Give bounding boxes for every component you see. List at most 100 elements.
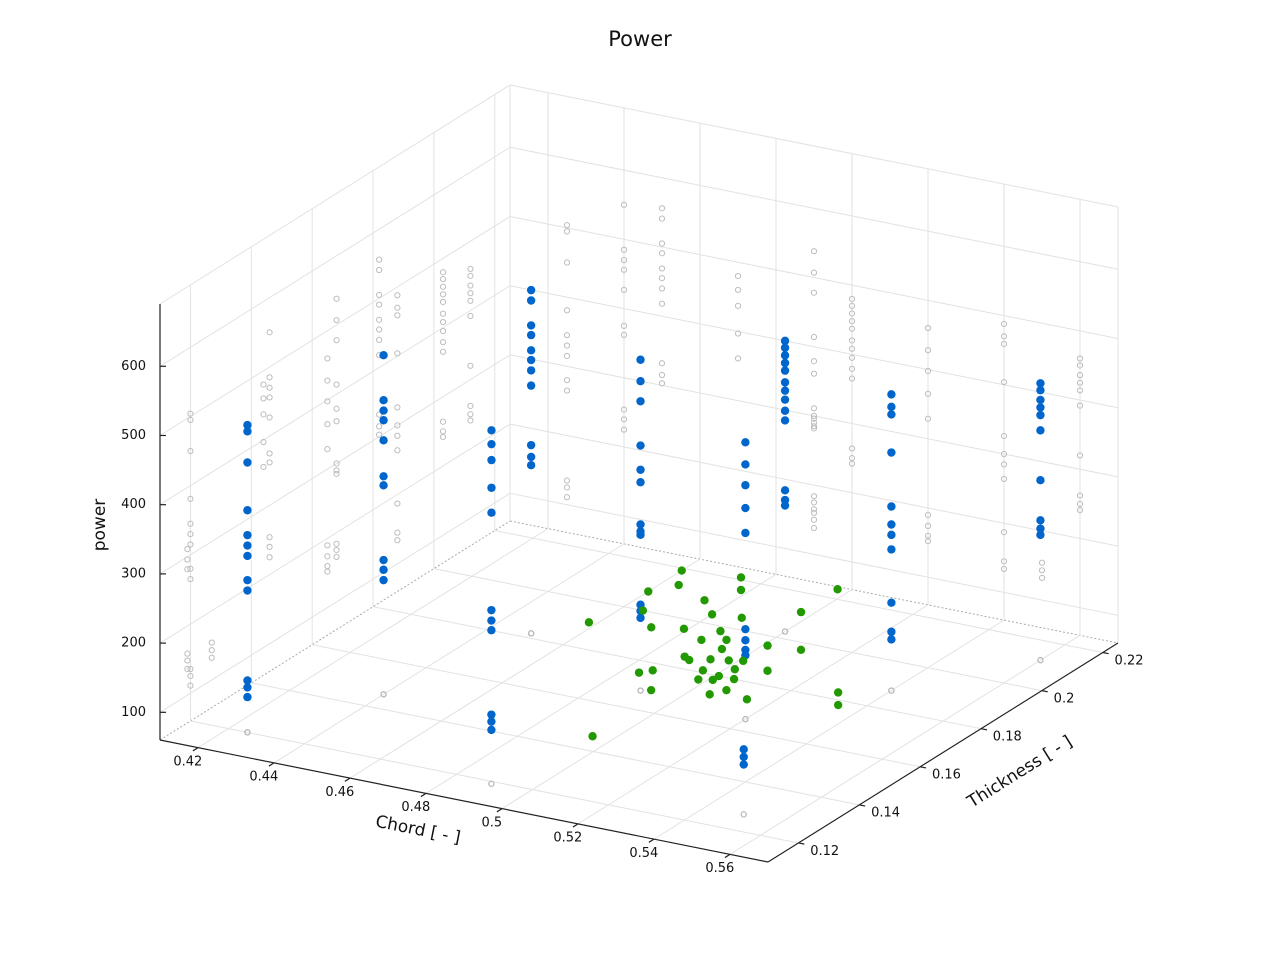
projection-point [324,542,331,549]
projection-point [810,419,818,426]
projection-point [620,286,628,293]
grid-line [349,558,701,779]
y-tick-label: 0.18 [993,730,1022,745]
grid-line [425,573,777,794]
grid-line [494,530,1103,654]
projection-point [620,322,628,329]
projection-point [394,432,401,439]
point [487,710,496,719]
projection-point [266,534,273,541]
point [243,692,252,702]
projection-point [658,300,666,307]
projection-point [376,423,383,430]
point [243,420,252,430]
projection-point [810,423,818,430]
projection-point [394,500,401,507]
point [379,565,388,574]
projection-point [184,665,191,672]
point [243,683,252,692]
point [887,448,896,457]
projection-point [324,553,331,560]
projection-point [439,318,447,326]
point [741,636,750,645]
point [698,666,708,675]
projection-point [848,345,856,352]
x-tick [572,823,579,828]
y-tick [1041,690,1048,693]
point [1036,403,1045,412]
point [722,685,731,695]
point [705,690,714,699]
x-tick [192,747,199,752]
projection-point [924,367,932,375]
point [796,607,806,617]
projection-point [620,416,628,423]
projection-point [488,780,495,787]
projection-point [376,301,383,308]
grid-line [509,216,1119,339]
z-tick-label: 100 [121,705,146,720]
z-axis-label: power [90,499,110,552]
point [739,745,748,754]
point [780,336,790,346]
point [526,461,536,470]
x-tick [344,777,351,782]
point [722,635,731,645]
projection-point [376,326,383,333]
projection-point [810,509,818,516]
point [741,460,750,469]
projection-point [376,431,383,438]
projection-point [1038,567,1046,574]
projection-point [333,470,340,477]
point [487,455,496,465]
projection-point [187,530,194,538]
point [243,530,252,540]
projection-point [1076,500,1084,507]
z-tick-label: 300 [121,566,146,581]
grid-line [273,543,625,764]
projection-point [394,537,401,544]
projection-point [467,312,474,320]
projection-point [810,289,818,296]
projection-point [563,342,571,349]
point [741,528,750,538]
point [634,668,644,677]
point [677,566,686,575]
projection-point [810,358,818,365]
point [1036,379,1045,388]
point [487,626,496,635]
point [584,618,594,627]
wall-edge [159,84,511,305]
projection-point [637,687,644,694]
grid-line [190,720,799,844]
projection-point [467,411,474,418]
projection-point [187,565,194,572]
x-tick [724,853,731,859]
point [526,452,536,462]
points [243,285,1045,769]
projection-point [260,411,267,418]
projection-point [924,511,932,519]
projection-point [394,422,401,429]
projection-point [620,426,628,433]
projection-point [810,499,818,506]
point [243,427,252,436]
y-tick [920,766,927,769]
point [887,635,896,644]
projection-point [810,412,818,420]
projection-point [266,384,273,391]
point [379,351,388,360]
projection-point [266,459,273,466]
point [741,481,750,490]
projection-point [1076,452,1084,459]
point [487,426,496,435]
grid-line [509,423,1119,547]
point [729,674,739,684]
y-tick [798,842,805,845]
point [487,717,496,726]
projection-point [467,290,474,297]
grid-line [159,492,511,713]
point [742,695,752,704]
projection-point [184,556,191,563]
projection-point [1076,387,1084,394]
